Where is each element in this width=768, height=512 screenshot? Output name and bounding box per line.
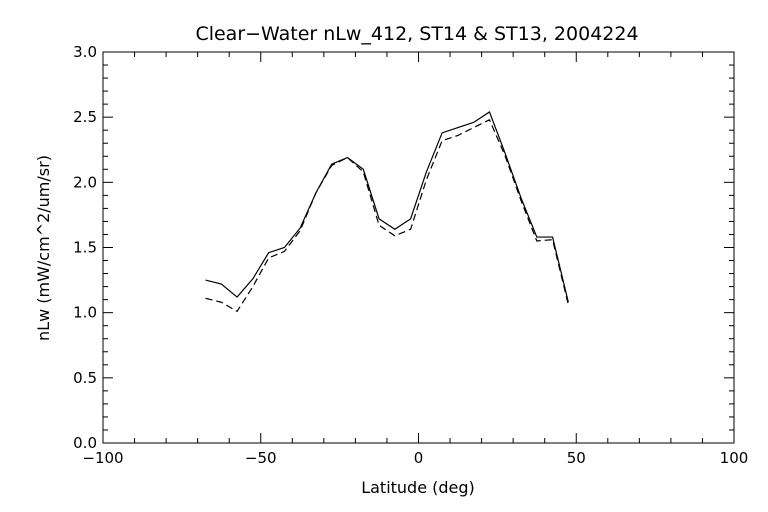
axis-ticks: −100 −50 0 50 100 0.0 0.5 1.0 1.5 2.0 2.5 3.0 xyxy=(73,43,748,467)
series-line-solid xyxy=(205,111,569,303)
y-axis-label: nLw (mW/cm^2/um/sr) xyxy=(34,155,53,341)
y-tick-label: 0.5 xyxy=(73,369,97,387)
y-tick-label: 3.0 xyxy=(73,43,97,61)
x-tick-label: 100 xyxy=(720,449,749,467)
series-layer xyxy=(205,111,569,313)
x-axis-label: Latitude (deg) xyxy=(361,478,475,497)
x-tick-label: 0 xyxy=(414,449,424,467)
y-tick-label: 1.0 xyxy=(73,304,97,322)
y-tick-label: 2.5 xyxy=(73,108,97,126)
x-tick-label: −100 xyxy=(82,449,123,467)
y-tick-label: 2.0 xyxy=(73,173,97,191)
y-tick-label: 1.5 xyxy=(73,239,97,257)
series-line-dashed xyxy=(205,118,569,313)
y-tick-label: 0.0 xyxy=(73,434,97,452)
x-tick-label: −50 xyxy=(245,449,277,467)
chart-title: Clear−Water nLw_412, ST14 & ST13, 200422… xyxy=(195,23,638,45)
x-tick-label: 50 xyxy=(567,449,586,467)
plot-frame xyxy=(102,51,735,444)
